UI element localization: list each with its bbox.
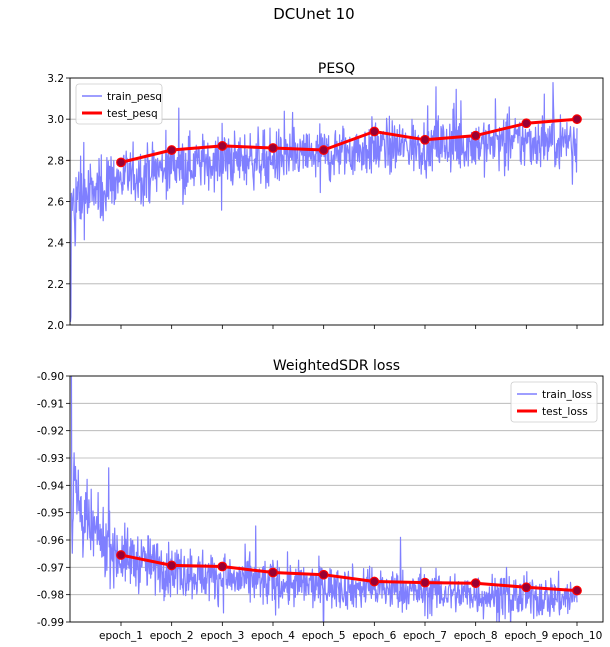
x-tick-label: epoch_5: [302, 630, 346, 642]
y-tick-label: 3.2: [47, 73, 64, 85]
x-tick-label: epoch_6: [352, 630, 396, 642]
x-tick-label: epoch_2: [150, 630, 194, 642]
y-tick-label: 2.4: [47, 238, 64, 250]
test_pesq-marker: [217, 141, 228, 151]
test_loss-marker: [116, 550, 126, 560]
x-tick-label: epoch_10: [552, 630, 603, 642]
x-tick-label: epoch_3: [200, 630, 244, 642]
test_loss-marker: [166, 560, 177, 571]
legend-label-test_pesq: test_pesq: [107, 108, 158, 120]
x-tick-label: epoch_4: [251, 630, 295, 642]
y-tick-label: -0.93: [37, 453, 64, 465]
test_pesq-marker: [521, 118, 532, 129]
axes-frame: [69, 375, 604, 623]
test_pesq-marker: [420, 134, 430, 145]
y-tick-label: 3.0: [47, 114, 64, 126]
y-tick-label: -0.97: [37, 562, 64, 574]
y-tick-label: 2.8: [47, 155, 64, 167]
test_pesq-marker: [268, 143, 278, 153]
test_loss-marker: [572, 585, 582, 596]
train_loss-line: [70, 376, 578, 622]
test_pesq-marker: [116, 157, 126, 168]
y-tick-label: -0.96: [37, 535, 64, 547]
axes-frame: [69, 77, 604, 326]
y-tick-label: 2.0: [47, 320, 64, 332]
test_loss-marker: [318, 569, 329, 580]
x-tick-label: epoch_1: [99, 630, 143, 642]
y-tick-label: -0.92: [37, 426, 64, 438]
x-tick-label: epoch_9: [504, 630, 548, 642]
test_loss-marker: [420, 577, 430, 588]
x-tick-label: epoch_7: [403, 630, 447, 642]
legend: train_pesq test_pesq: [75, 83, 163, 125]
plot-area: [70, 82, 582, 323]
test_pesq-marker: [166, 145, 177, 155]
y-tick-label: -0.91: [37, 398, 64, 410]
plot-area: [70, 376, 582, 622]
y-tick-label: -0.98: [37, 590, 64, 602]
legend-label-test_loss: test_loss: [542, 406, 588, 418]
y-tick-label: -0.95: [37, 508, 64, 520]
y-tick-label: -0.94: [37, 480, 64, 492]
y-tick-label: -0.99: [37, 617, 64, 629]
legend-label-train_loss: train_loss: [542, 389, 592, 401]
test_pesq-marker: [470, 130, 481, 141]
panel-title: PESQ: [318, 61, 355, 77]
pesq-panel: PESQ 2.0 2.2 2.4 2.6 2.8 3.0 3.2 train_pesq test_…: [47, 61, 604, 332]
y-tick-label: 2.6: [47, 197, 64, 209]
test_loss-marker: [470, 578, 481, 589]
test_pesq-line: [120, 117, 578, 164]
y-tick-label: 2.2: [47, 279, 64, 291]
figure-title: DCUnet 10: [273, 5, 354, 23]
legend-label-train_pesq: train_pesq: [107, 91, 162, 103]
test_loss-marker: [369, 576, 380, 587]
test_loss-marker: [217, 561, 228, 572]
test_pesq-marker: [572, 114, 582, 125]
test_loss-marker: [268, 567, 278, 578]
x-tick-label: epoch_8: [454, 630, 498, 642]
y-tick-label: -0.90: [37, 371, 64, 383]
panel-title: WeightedSDR loss: [273, 358, 400, 374]
loss-panel: WeightedSDR loss -0.99 -0.98 -0.97 -0.96 -0.9…: [37, 358, 604, 642]
legend: train_loss test_loss: [510, 381, 598, 423]
test_loss-line: [120, 553, 578, 593]
test_pesq-marker: [318, 145, 329, 155]
test_pesq-marker: [369, 126, 380, 137]
test_loss-marker: [521, 582, 532, 593]
